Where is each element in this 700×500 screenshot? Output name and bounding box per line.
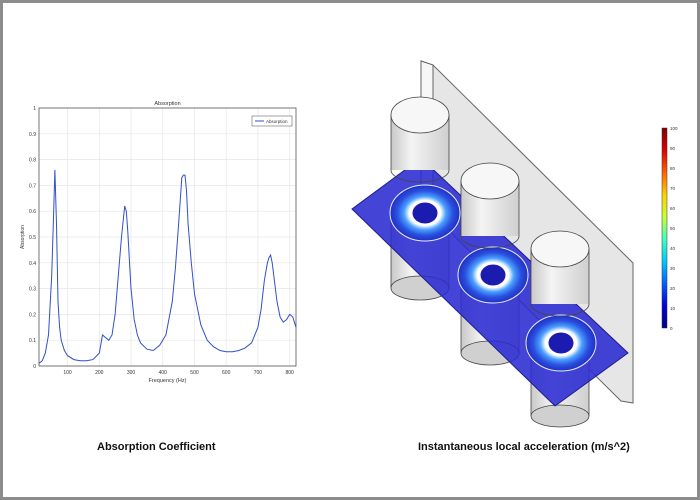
colorbar-tick-label: 70 <box>670 186 676 191</box>
caption-instantaneous-acceleration: Instantaneous local acceleration (m/s^2) <box>418 441 630 453</box>
y-tick-label: 0.7 <box>29 183 36 189</box>
colorbar-gradient <box>661 127 668 329</box>
x-tick-label: 400 <box>159 370 168 376</box>
y-tick-label: 0.4 <box>29 261 36 267</box>
absorption-chart-svg: 100 200 300 400 500 600 700 800 0 0.1 0.2 0.3 0.4 0.5… <box>20 101 297 384</box>
resonator-ring-1 <box>389 184 461 242</box>
legend-box <box>251 115 293 127</box>
plot-frame <box>38 107 297 367</box>
y-tick-label: 0 <box>33 364 36 370</box>
y-tick-label: 0.3 <box>29 287 36 293</box>
y-tick-label: 0.1 <box>29 338 36 344</box>
y-tick-label: 0.9 <box>29 132 36 138</box>
colorbar-tick-label: 40 <box>670 246 676 251</box>
y-axis-label: Absorption <box>20 225 26 249</box>
colorbar-tick-label: 60 <box>670 206 676 211</box>
resonator-ring-2 <box>457 246 529 304</box>
x-tick-label: 600 <box>222 370 231 376</box>
absorption-chart: 100 200 300 400 500 600 700 800 0 0.1 0.2 0.3 0.4 0.5… <box>19 98 303 388</box>
x-tick-label: 700 <box>254 370 263 376</box>
colorbar-tick-label: 20 <box>670 286 676 291</box>
absorption-series-line <box>38 169 297 364</box>
x-tick-label: 300 <box>127 370 136 376</box>
y-tick-label: 1 <box>33 106 36 112</box>
colorbar-tick-label: 10 <box>670 306 676 311</box>
y-tick-label: 0.5 <box>29 235 36 241</box>
y-tick-label: 0.6 <box>29 209 36 215</box>
colorbar-tick-label: 100 <box>670 126 678 131</box>
x-axis-label: Frequency (Hz) <box>149 378 187 384</box>
cylinder-upper-2 <box>460 162 520 249</box>
cylinder-upper-1 <box>390 96 450 183</box>
y-tick-label: 0.8 <box>29 158 36 164</box>
chart-title: Absorption <box>154 101 180 107</box>
colorbar-tick-label: 30 <box>670 266 676 271</box>
cylinder-upper-3 <box>530 230 590 317</box>
x-tick-label: 800 <box>285 370 294 376</box>
colorbar-tick-label: 0 <box>670 326 673 331</box>
x-tick-label: 500 <box>190 370 199 376</box>
colorbar-tick-label: 90 <box>670 146 676 151</box>
y-tick-label: 0.2 <box>29 312 36 318</box>
caption-absorption-coefficient: Absorption Coefficient <box>97 441 216 453</box>
x-tick-label: 200 <box>95 370 104 376</box>
colorbar-tick-label: 50 <box>670 226 676 231</box>
x-tick-label: 100 <box>63 370 72 376</box>
resonator-ring-3 <box>525 314 597 372</box>
legend-label: Absorption <box>266 119 288 124</box>
colorbar-tick-label: 80 <box>670 166 676 171</box>
resonator-scene <box>351 60 634 428</box>
